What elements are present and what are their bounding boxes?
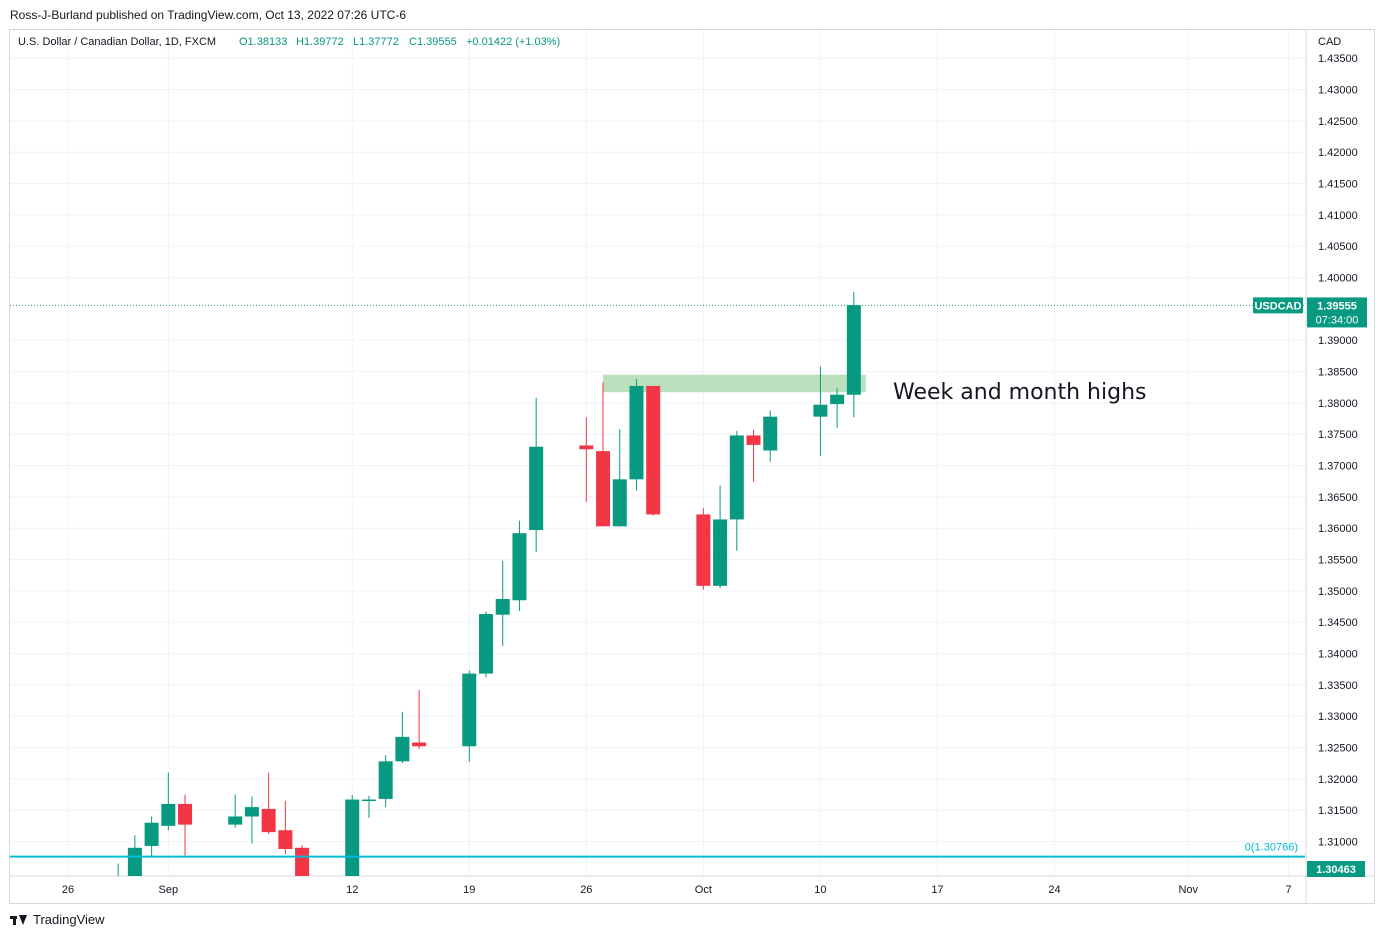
candles-group (111, 291, 861, 904)
y-tick-label: 1.41500 (1318, 179, 1358, 191)
candle-body[interactable] (512, 533, 527, 601)
candle-body[interactable] (529, 446, 544, 531)
legend-close: C1.39555 (409, 36, 457, 48)
tradingview-logo-icon (10, 914, 28, 925)
x-tick-label: 19 (463, 884, 475, 896)
candle-body[interactable] (228, 816, 243, 825)
candle-body[interactable] (144, 822, 159, 846)
countdown-text: 07:34:00 (1316, 314, 1359, 326)
candle-body[interactable] (629, 385, 644, 480)
last-price-text: 1.39555 (1317, 300, 1357, 312)
candle-body[interactable] (127, 847, 142, 886)
y-tick-label: 1.37000 (1318, 461, 1358, 473)
y-tick-label: 1.34000 (1318, 649, 1358, 661)
candle-body[interactable] (579, 445, 594, 450)
y-tick-label: 1.36000 (1318, 523, 1358, 535)
x-tick-label: 26 (62, 884, 74, 896)
candle-body[interactable] (646, 385, 661, 515)
candle-body[interactable] (395, 736, 410, 762)
candle-body[interactable] (713, 519, 728, 586)
brand-name: TradingView (33, 912, 105, 927)
candle-body[interactable] (596, 451, 611, 527)
legend-change: +0.01422 (+1.03%) (466, 36, 560, 48)
candle-body[interactable] (846, 305, 861, 395)
symbol-badge-text: USDCAD (1254, 300, 1301, 312)
candle-body[interactable] (378, 761, 393, 799)
candle-body[interactable] (813, 404, 828, 417)
y-tick-label: 1.31000 (1318, 837, 1358, 849)
candle-body[interactable] (295, 847, 310, 886)
candle-body[interactable] (111, 898, 125, 904)
fib-axis-badge (1307, 861, 1365, 877)
y-tick-label: 1.42500 (1318, 116, 1358, 128)
x-tick-label: 12 (346, 884, 358, 896)
zone-annotation: Week and month highs (893, 380, 1146, 405)
y-tick-label: 1.41000 (1318, 210, 1358, 222)
candle-body[interactable] (345, 799, 360, 886)
legend-open: O1.38133 (239, 36, 287, 48)
y-tick-label: 1.40000 (1318, 273, 1358, 285)
y-tick-label: 1.36500 (1318, 492, 1358, 504)
legend-symbol: U.S. Dollar / Canadian Dollar, 1D, FXCM (18, 36, 216, 48)
y-tick-label: 1.32500 (1318, 743, 1358, 755)
candle-body[interactable] (612, 479, 627, 527)
candle-body[interactable] (178, 803, 193, 825)
y-tick-label: 1.40500 (1318, 241, 1358, 253)
y-tick-label: 1.35500 (1318, 555, 1358, 567)
candle-body[interactable] (161, 803, 176, 826)
publisher-line: Ross-J-Burland published on TradingView.… (10, 8, 406, 22)
candle-body[interactable] (361, 799, 376, 802)
candle-body[interactable] (261, 808, 276, 833)
y-tick-label: 1.39000 (1318, 335, 1358, 347)
y-tick-label: 1.31500 (1318, 805, 1358, 817)
y-tick-label: 1.38500 (1318, 367, 1358, 379)
symbol-badge (1253, 297, 1303, 314)
candle-body[interactable] (696, 514, 711, 586)
legend-low: L1.37772 (353, 36, 399, 48)
candle-body[interactable] (412, 742, 427, 747)
y-tick-label: 1.43000 (1318, 85, 1358, 97)
x-tick-label: 26 (580, 884, 592, 896)
x-tick-label: 10 (814, 884, 826, 896)
fib-level-label: 0(1.30766) (1245, 842, 1298, 854)
candle-body[interactable] (244, 807, 259, 817)
last-price-badge (1307, 297, 1367, 328)
x-tick-label: Oct (695, 884, 712, 896)
candle-body[interactable] (763, 416, 778, 451)
candle-body[interactable] (729, 435, 744, 520)
candle-body[interactable] (495, 599, 510, 615)
y-tick-label: 1.37500 (1318, 429, 1358, 441)
y-tick-label: 1.34500 (1318, 617, 1358, 629)
y-tick-label: 1.38000 (1318, 398, 1358, 410)
tradingview-brand[interactable]: TradingView (10, 912, 105, 927)
legend-high: H1.39772 (296, 36, 344, 48)
y-tick-label: 1.35000 (1318, 586, 1358, 598)
candle-body[interactable] (830, 394, 845, 405)
y-tick-label: 1.33000 (1318, 711, 1358, 723)
currency-label: CAD (1318, 36, 1341, 48)
x-tick-label: Nov (1178, 884, 1198, 896)
candle-body[interactable] (462, 673, 477, 747)
y-tick-label: 1.33500 (1318, 680, 1358, 692)
y-tick-label: 1.43500 (1318, 53, 1358, 65)
candle-body[interactable] (746, 435, 761, 445)
candle-body[interactable] (278, 830, 293, 850)
x-tick-label: 7 (1285, 884, 1291, 896)
x-tick-label: 17 (931, 884, 943, 896)
chart-frame (9, 29, 1375, 904)
candle-body[interactable] (479, 614, 493, 674)
y-tick-label: 1.32000 (1318, 774, 1358, 786)
x-tick-label: Sep (159, 884, 179, 896)
resistance-zone[interactable] (603, 374, 866, 393)
fib-axis-badge-text: 1.30463 (1316, 864, 1356, 876)
x-tick-label: 24 (1048, 884, 1060, 896)
y-tick-label: 1.42000 (1318, 147, 1358, 159)
